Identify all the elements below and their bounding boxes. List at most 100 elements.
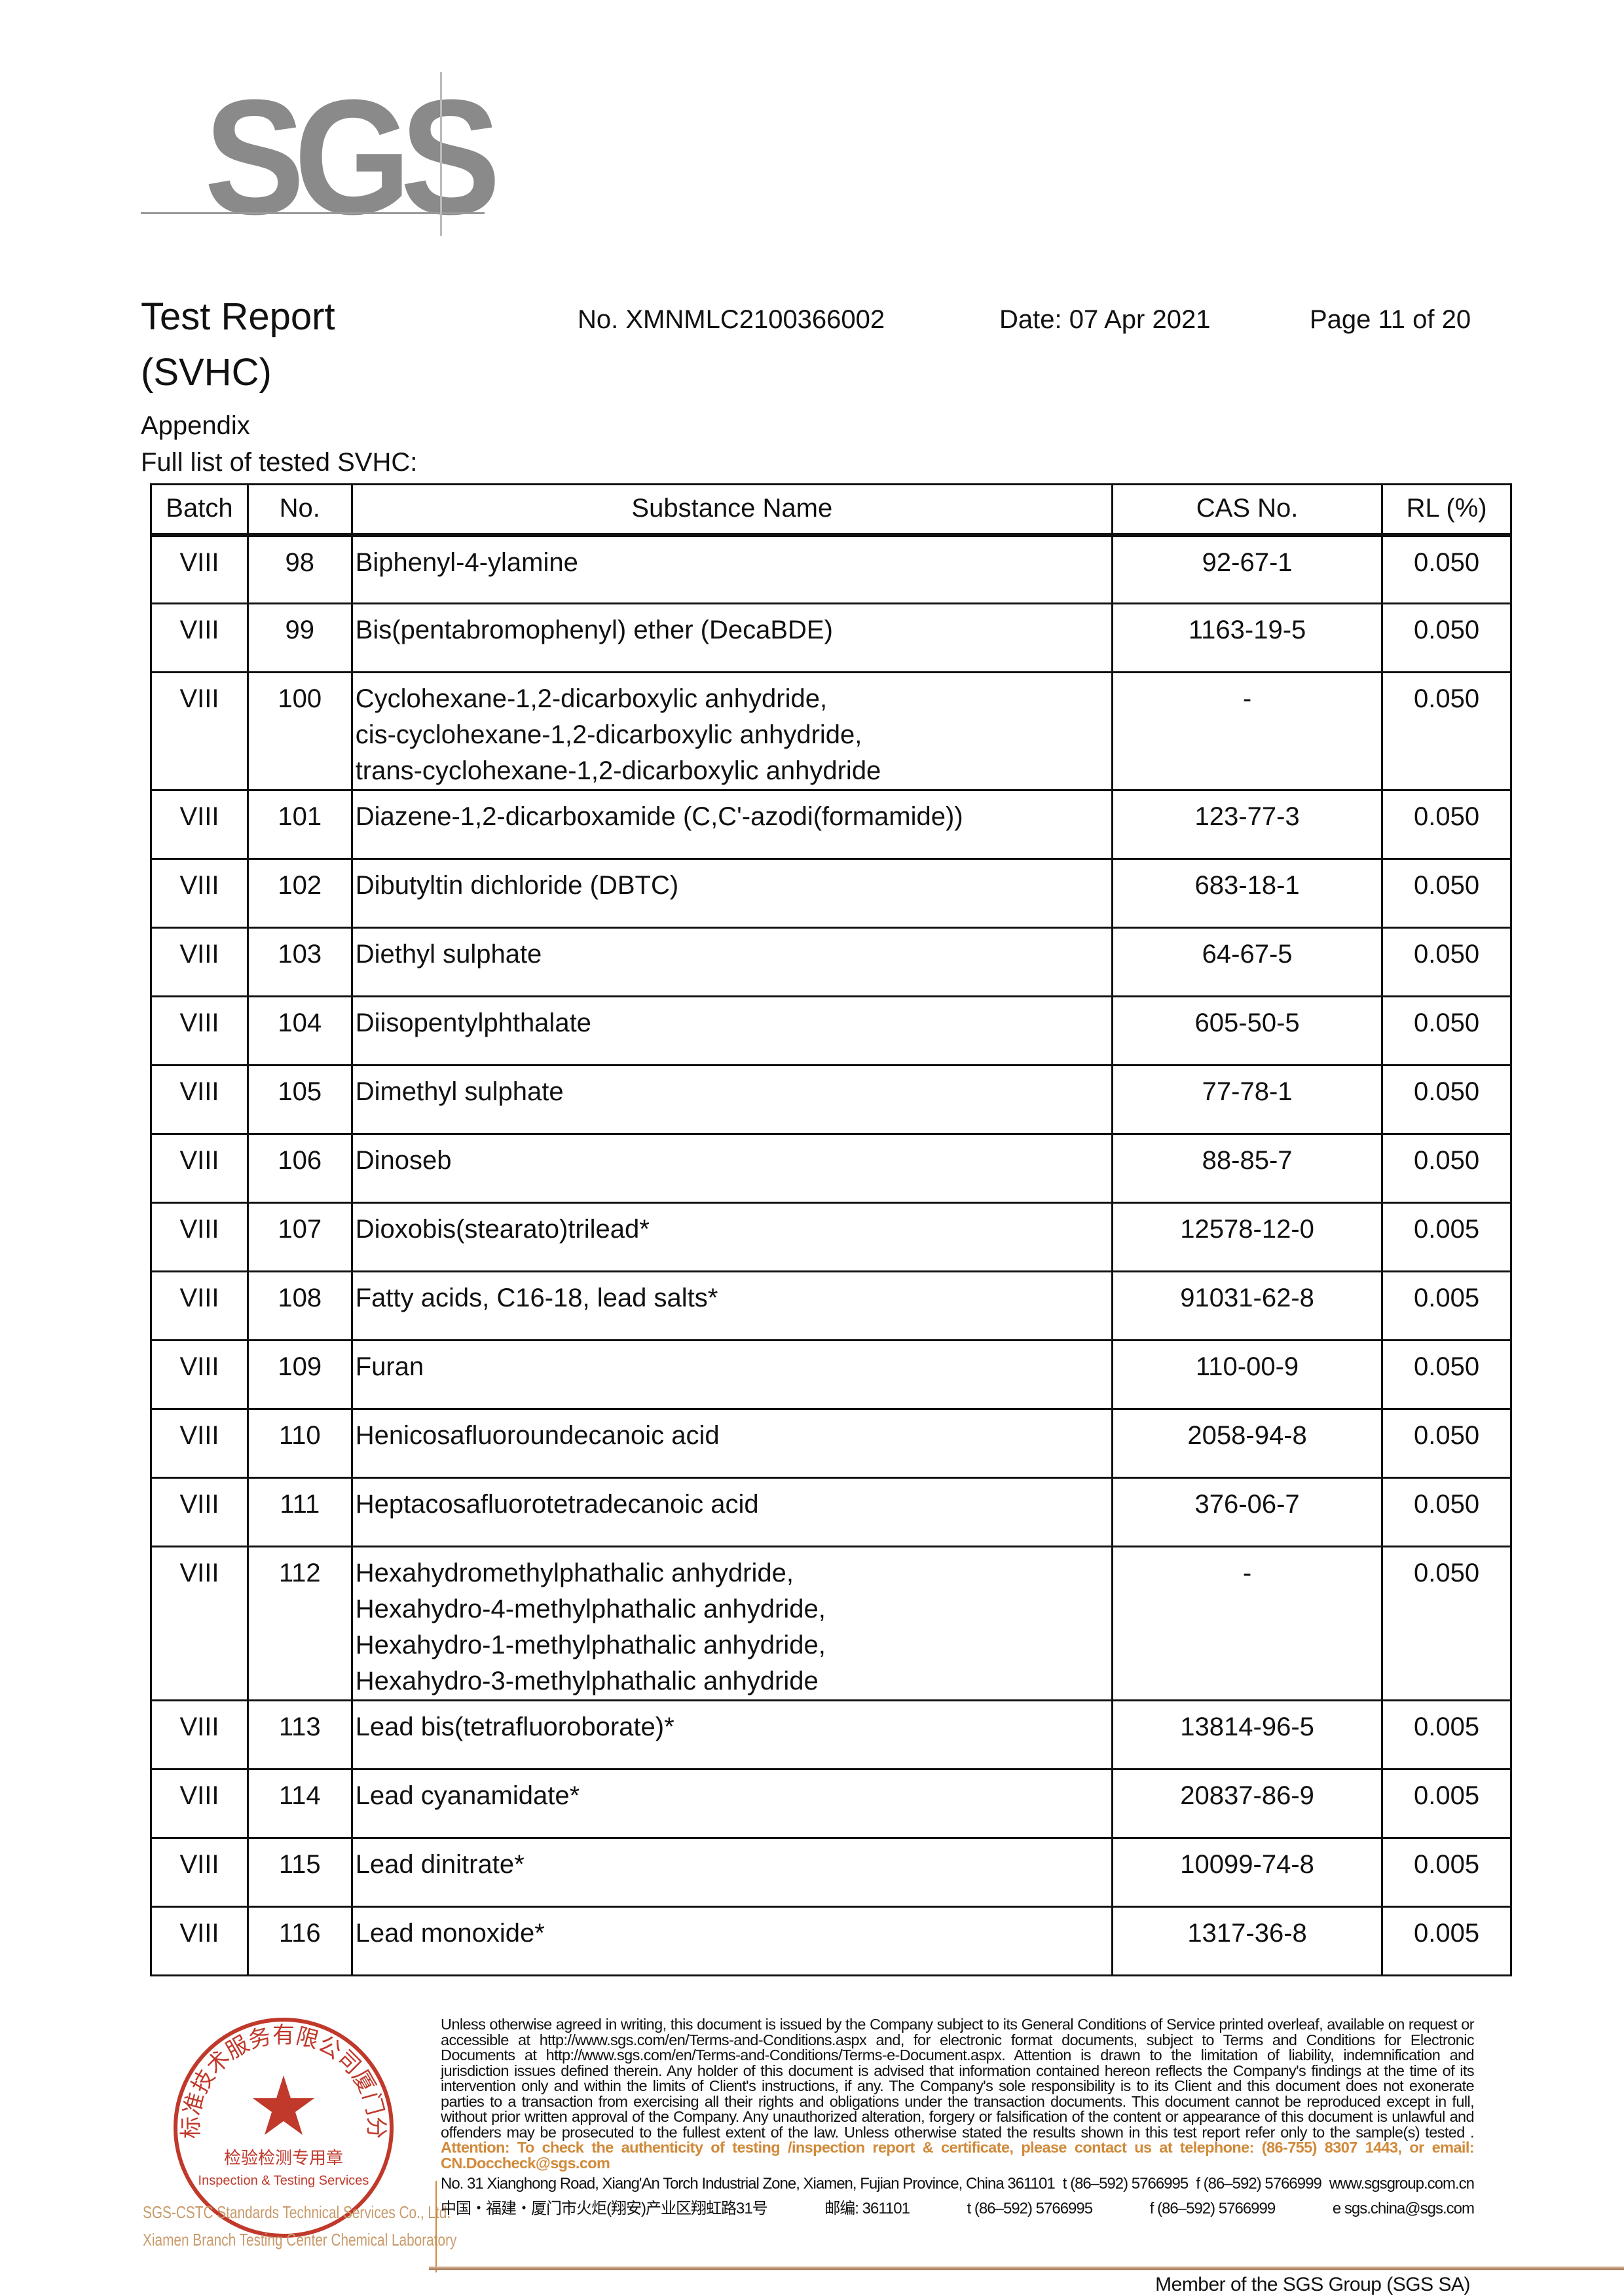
substance-name-cell: Lead monoxide* <box>350 1906 1113 1976</box>
batch-cell: VIII <box>150 1906 249 1976</box>
rl-cell: 0.050 <box>1381 927 1512 997</box>
number-cell: 100 <box>246 671 353 791</box>
disclaimer-text: Unless otherwise agreed in writing, this… <box>441 2016 1475 2048</box>
batch-cell: VIII <box>150 858 249 929</box>
number-cell: 104 <box>246 995 353 1066</box>
rl-cell: 0.050 <box>1381 789 1512 860</box>
cas-number-cell: 110-00-9 <box>1111 1339 1384 1410</box>
lab-name-line1: SGS-CSTC Standards Technical Services Co… <box>143 2202 451 2222</box>
batch-cell: VIII <box>150 534 249 604</box>
sgs-logo: SGS <box>204 65 501 248</box>
rl-cell: 0.050 <box>1381 995 1512 1066</box>
number-cell: 107 <box>246 1202 353 1272</box>
cas-number-cell: 92-67-1 <box>1111 534 1384 604</box>
footer-divider <box>429 2267 1624 2270</box>
legal-disclaimer: Unless otherwise agreed in writing, this… <box>441 2016 1475 2217</box>
disclaimer-text: . Attention is drawn to the limitation o… <box>441 2046 1475 2141</box>
cas-number-cell: 77-78-1 <box>1111 1064 1384 1135</box>
rl-cell: 0.050 <box>1381 1133 1512 1204</box>
substance-name-cell: Henicosafluoroundecanoic acid <box>350 1408 1113 1479</box>
rl-cell: 0.005 <box>1381 1270 1512 1341</box>
table-row: VIII 106 Dinoseb 88-85-7 0.050 <box>150 1133 1512 1204</box>
substance-name-cell: Lead bis(tetrafluoroborate)* <box>350 1699 1113 1770</box>
number-cell: 101 <box>246 789 353 860</box>
number-cell: 109 <box>246 1339 353 1410</box>
rl-cell: 0.005 <box>1381 1906 1512 1976</box>
substance-name-cell: Diethyl sulphate <box>350 927 1113 997</box>
batch-cell: VIII <box>150 1837 249 1908</box>
rl-cell: 0.005 <box>1381 1837 1512 1908</box>
batch-cell: VIII <box>150 602 249 673</box>
batch-cell: VIII <box>150 927 249 997</box>
number-cell: 115 <box>246 1837 353 1908</box>
telephone: t (86–592) 5766995 <box>967 2199 1094 2217</box>
batch-cell: VIII <box>150 1768 249 1839</box>
batch-cell: VIII <box>150 1339 249 1410</box>
website: www.sgsgroup.com.cn <box>1329 2175 1475 2193</box>
number-cell: 99 <box>246 602 353 673</box>
number-cell: 103 <box>246 927 353 997</box>
doccheck-email-link[interactable]: CN.Doccheck@sgs.com <box>441 2154 610 2172</box>
terms-link[interactable]: http://www.sgs.com/en/Terms-and-Conditio… <box>539 2031 867 2048</box>
disclaimer-text: and, for electronic format documents, su… <box>441 2031 1475 2064</box>
column-header: Substance Name <box>350 483 1113 537</box>
cas-number-cell: 1317-36-8 <box>1111 1906 1384 1976</box>
address-chinese: 中国・福建・厦门市火炬(翔安)产业区翔虹路31号 <box>441 2199 768 2217</box>
cas-number-cell: 64-67-5 <box>1111 927 1384 997</box>
substance-name-cell: Diazene-1,2-dicarboxamide (C,C'-azodi(fo… <box>350 789 1113 860</box>
substance-name-cell: Biphenyl-4-ylamine <box>350 534 1113 604</box>
substance-name-cell: Heptacosafluorotetradecanoic acid <box>350 1477 1113 1547</box>
batch-cell: VIII <box>150 1699 249 1770</box>
table-row: VIII 113 Lead bis(tetrafluoroborate)* 13814… <box>150 1699 1512 1770</box>
report-number: No. XMNMLC2100366002 <box>578 305 885 334</box>
number-cell: 102 <box>246 858 353 929</box>
table-row: VIII 100 Cyclohexane-1,2-dicarboxylic anhy… <box>150 671 1512 791</box>
substance-name-cell: Dimethyl sulphate <box>350 1064 1113 1135</box>
logo-divider-vertical <box>440 72 442 236</box>
member-statement: Member of the SGS Group (SGS SA) <box>1155 2274 1470 2295</box>
batch-cell: VIII <box>150 1546 249 1701</box>
cas-number-cell: - <box>1111 671 1384 791</box>
batch-cell: VIII <box>150 1202 249 1272</box>
cas-number-cell: 605-50-5 <box>1111 995 1384 1066</box>
report-subtitle: (SVHC) <box>141 351 272 394</box>
substance-name-cell: Cyclohexane-1,2-dicarboxylic anhydride, … <box>350 671 1113 791</box>
address-english: No. 31 Xianghong Road, Xiang'An Torch In… <box>441 2175 1056 2193</box>
rl-cell: 0.050 <box>1381 1408 1512 1479</box>
column-header: CAS No. <box>1111 483 1384 537</box>
authenticity-notice: Attention: To check the authenticity of … <box>441 2139 1475 2156</box>
cas-number-cell: 683-18-1 <box>1111 858 1384 929</box>
substance-name-cell: Diisopentylphthalate <box>350 995 1113 1066</box>
table-row: VIII 104 Diisopentylphthalate 605-50-5 0.050 <box>150 995 1512 1066</box>
cas-number-cell: 91031-62-8 <box>1111 1270 1384 1341</box>
e-document-terms-link[interactable]: http://www.sgs.com/en/Terms-and-Conditio… <box>545 2046 1002 2064</box>
batch-cell: VIII <box>150 1064 249 1135</box>
substance-name-cell: Hexahydromethylphathalic anhydride, Hexa… <box>350 1546 1113 1701</box>
table-row: VIII 103 Diethyl sulphate 64-67-5 0.050 <box>150 927 1512 997</box>
substance-name-cell: Lead dinitrate* <box>350 1837 1113 1908</box>
number-cell: 106 <box>246 1133 353 1204</box>
batch-cell: VIII <box>150 995 249 1066</box>
number-cell: 114 <box>246 1768 353 1839</box>
table-row: VIII 115 Lead dinitrate* 10099-74-8 0.005 <box>150 1837 1512 1908</box>
cas-number-cell: 376-06-7 <box>1111 1477 1384 1547</box>
table-row: VIII 102 Dibutyltin dichloride (DBTC) 683-1… <box>150 858 1512 929</box>
table-row: VIII 114 Lead cyanamidate* 20837-86-9 0.005 <box>150 1768 1512 1839</box>
substance-name-cell: Dinoseb <box>350 1133 1113 1204</box>
svg-text:Inspection & Testing Services: Inspection & Testing Services <box>198 2174 369 2188</box>
postcode: 邮编: 361101 <box>824 2199 910 2217</box>
number-cell: 112 <box>246 1546 353 1701</box>
cas-number-cell: 20837-86-9 <box>1111 1768 1384 1839</box>
table-row: VIII 99 Bis(pentabromophenyl) ether (DecaB… <box>150 602 1512 673</box>
logo-divider <box>141 212 485 214</box>
table-row: VIII 98 Biphenyl-4-ylamine 92-67-1 0.050 <box>150 534 1512 604</box>
rl-cell: 0.050 <box>1381 671 1512 791</box>
number-cell: 113 <box>246 1699 353 1770</box>
table-row: VIII 110 Henicosafluoroundecanoic acid 2058… <box>150 1408 1512 1479</box>
number-cell: 116 <box>246 1906 353 1976</box>
number-cell: 108 <box>246 1270 353 1341</box>
table-row: VIII 109 Furan 110-00-9 0.050 <box>150 1339 1512 1410</box>
substance-name-cell: Furan <box>350 1339 1113 1410</box>
substance-name-cell: Bis(pentabromophenyl) ether (DecaBDE) <box>350 602 1113 673</box>
cas-number-cell: 123-77-3 <box>1111 789 1384 860</box>
